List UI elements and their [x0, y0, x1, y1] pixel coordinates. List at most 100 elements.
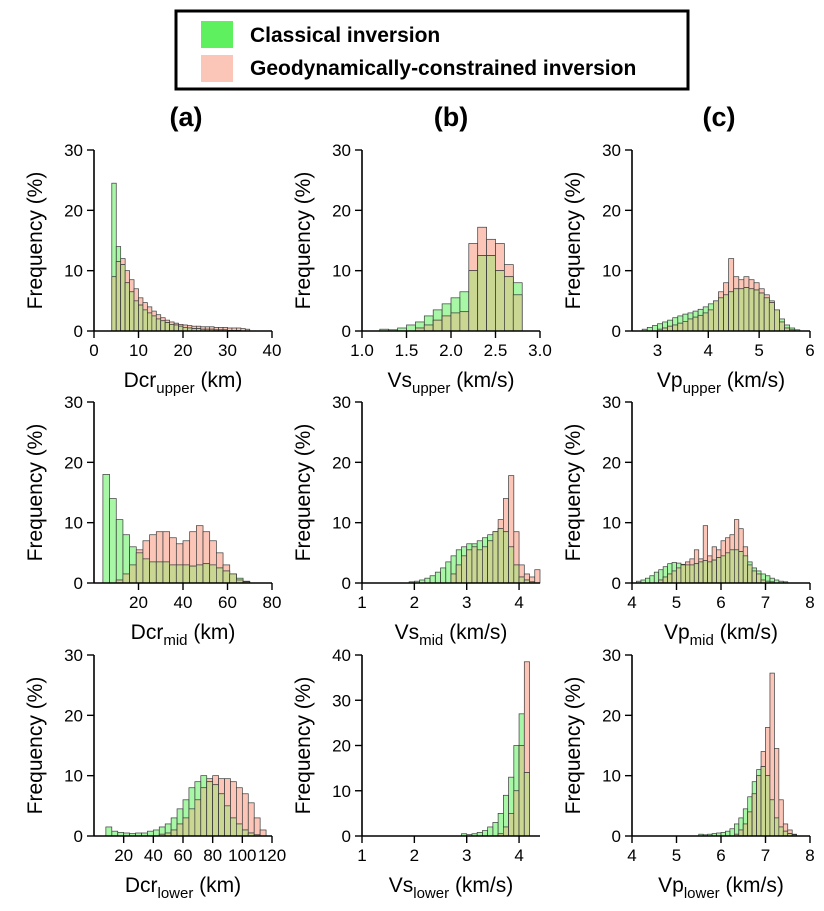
bar-overlap: [742, 555, 749, 584]
bar-overlap: [461, 555, 468, 584]
x-axis-label: Vsupper (km/s): [387, 369, 514, 397]
bar-overlap: [672, 324, 679, 332]
bar-overlap: [738, 829, 744, 837]
bar-overlap: [120, 264, 126, 332]
y-tick-label: 30: [602, 646, 621, 665]
x-tick-label: 4: [704, 341, 713, 360]
y-tick-label: 0: [612, 322, 621, 341]
y-tick-label: 10: [64, 514, 83, 533]
bar-overlap: [476, 549, 483, 584]
y-tick-label: 0: [612, 574, 621, 593]
x-tick-label: 5: [672, 846, 681, 865]
y-tick-label: 30: [332, 393, 351, 412]
legend-label-classical: Classical inversion: [250, 24, 440, 47]
bar-overlap: [124, 282, 130, 332]
x-tick-label: 60: [218, 593, 237, 612]
bar-classical: [105, 826, 113, 837]
bar-overlap: [477, 255, 487, 332]
bar-overlap: [751, 570, 757, 584]
y-tick-label: 10: [64, 767, 83, 786]
bar-overlap: [111, 276, 117, 332]
x-axis-label: Vslower (km/s): [389, 874, 514, 902]
bar-overlap: [758, 292, 765, 332]
y-tick-label: 20: [64, 453, 83, 472]
chart-a-mid: 0 10 20 30 20 40 60 80 Frequency (%) Dcrmid (km): [24, 393, 281, 649]
bar-overlap: [697, 314, 704, 332]
bar-overlap: [423, 324, 434, 332]
x-tick-label: 8: [805, 846, 814, 865]
bar-overlap: [151, 315, 157, 332]
column-label-c: (c): [703, 102, 736, 132]
bar-geodynamic: [247, 802, 255, 837]
x-tick-label: 8: [805, 593, 814, 612]
x-tick-label: 40: [174, 593, 193, 612]
y-tick-label: 10: [332, 514, 351, 533]
bar-overlap: [162, 561, 171, 584]
bar-overlap: [206, 781, 214, 837]
y-tick-label: 30: [332, 691, 351, 710]
bar-overlap: [523, 772, 530, 837]
y-tick-label: 20: [64, 201, 83, 220]
bar-overlap: [222, 570, 231, 584]
y-tick-label: 0: [74, 827, 83, 846]
bar-overlap: [129, 291, 135, 332]
bar-overlap: [687, 318, 694, 332]
bars-c-upper: [641, 258, 801, 332]
bar-overlap: [518, 745, 525, 837]
x-tick-label: 0: [89, 341, 98, 360]
y-tick-label: 0: [612, 827, 621, 846]
bar-overlap: [487, 540, 494, 584]
y-tick-label: 30: [602, 393, 621, 412]
bar-overlap: [680, 564, 686, 584]
y-tick-label: 20: [64, 706, 83, 725]
bar-overlap: [229, 573, 237, 584]
chart-c-lower: 0 10 20 30 4 5 6 7 8 Frequency (%) Vplower (km/s): [562, 646, 815, 902]
bar-classical: [429, 575, 436, 584]
bar-overlap: [768, 302, 775, 332]
bar-classical: [102, 474, 110, 584]
x-tick-label: 20: [114, 846, 133, 865]
bar-geodynamic: [253, 817, 261, 837]
bar-overlap: [194, 799, 202, 837]
bar-classical: [440, 567, 447, 584]
bar-overlap: [765, 775, 771, 837]
bar-overlap: [760, 766, 766, 837]
bar-classical: [152, 829, 160, 837]
bar-overlap: [508, 813, 515, 837]
bar-classical: [497, 813, 504, 837]
bar-overlap: [482, 546, 488, 584]
bar-overlap: [738, 551, 744, 584]
y-tick-label: 30: [64, 141, 83, 160]
bars-c-lower: [698, 672, 798, 837]
x-tick-label: 1.0: [350, 341, 374, 360]
bar-overlap: [160, 320, 166, 332]
chart-b-upper: 0 10 20 30 1.0 1.5 2.0 2.5 3.0 Frequency (%) Vsupp…: [292, 141, 552, 397]
x-tick-label: 5: [754, 341, 763, 360]
bar-overlap: [169, 564, 177, 584]
x-tick-label: 6: [716, 846, 725, 865]
bar-overlap: [450, 573, 457, 584]
bar-overlap: [774, 309, 780, 332]
bar-overlap: [196, 564, 204, 584]
x-tick-label: 4: [627, 593, 636, 612]
x-tick-label: 20: [174, 341, 193, 360]
y-tick-label: 0: [74, 322, 83, 341]
x-tick-label: 7: [761, 846, 770, 865]
x-tick-label: 4: [514, 593, 523, 612]
y-tick-label: 20: [602, 706, 621, 725]
bars-a-mid: [102, 474, 251, 584]
x-tick-label: 3: [462, 846, 471, 865]
y-tick-label: 20: [332, 453, 351, 472]
bar-overlap: [455, 564, 462, 584]
bar-classical: [406, 324, 416, 332]
bar-overlap: [182, 817, 190, 837]
bar-overlap: [495, 270, 505, 332]
bar-overlap: [135, 552, 144, 584]
bar-overlap: [677, 322, 684, 332]
legend-swatch-geodynamic: [201, 55, 233, 82]
x-tick-label: 60: [174, 846, 193, 865]
chart-b-lower: 0 10 20 30 40 1 2 3 4 Frequency (%) Vslower (km/s): [292, 646, 540, 902]
y-axis-label: Frequency (%): [292, 677, 315, 815]
bar-overlap: [164, 322, 170, 332]
bar-overlap: [733, 549, 740, 584]
